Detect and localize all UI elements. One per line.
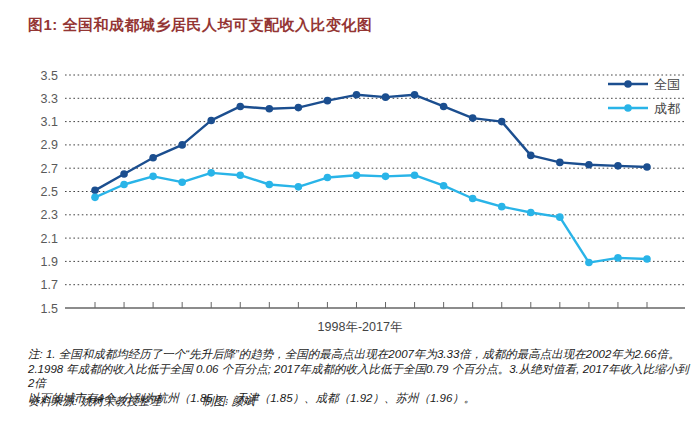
y-tick-label-2.9: 2.9 [41,138,58,152]
y-tick-label-1.7: 1.7 [41,278,58,292]
data-point-chengdu-2001 [178,178,186,186]
data-point-national-2014 [556,159,564,167]
data-point-chengdu-2007 [353,171,361,179]
data-point-national-2001 [178,141,186,149]
chart-credit: 制图: 颜斌 [202,395,254,407]
data-point-national-2009 [411,91,419,99]
series-line-chengdu [95,173,647,263]
data-point-national-2004 [266,105,274,113]
data-point-chengdu-2000 [149,173,157,181]
income-ratio-line-chart: 1.5 1.7 1.9 2.1 2.3 2.5 2.7 2.9 3.1 3.3 3.5 全国成都 [30,62,690,318]
data-point-chengdu-2011 [469,195,477,203]
note-line-1: 注: 1. 全国和成都均经历了一个“先升后降”的趋势，全国的最高点出现在2007… [28,347,692,362]
source-line: 资料来源: 姚树荣教授整理 制图: 颜斌 [28,394,254,409]
data-point-chengdu-1999 [120,181,128,189]
y-tick-label-3.1: 3.1 [41,115,58,129]
data-point-chengdu-2012 [498,203,506,211]
y-tick-label-3.5: 3.5 [41,69,58,83]
data-point-chengdu-2002 [207,169,215,177]
data-point-national-2012 [498,118,506,126]
figure-title: 图1: 全国和成都城乡居民人均可支配收入比变化图 [28,16,373,35]
data-point-national-2005 [295,104,303,112]
legend-label-national: 全国 [654,77,680,92]
y-tick-label-2.5: 2.5 [41,185,58,199]
note-line-2: 2.1998 年成都的收入比低于全国 0.06 个百分点; 2017年成都的收入… [28,362,692,391]
data-point-chengdu-2010 [440,182,448,190]
data-point-chengdu-2003 [236,171,244,179]
y-tick-label-2.3: 2.3 [41,208,58,222]
y-tick-label-2.7: 2.7 [41,162,58,176]
legend-marker-chengdu [624,104,632,112]
y-tick-label-1.5: 1.5 [41,302,58,316]
data-point-national-2013 [527,152,535,160]
data-point-chengdu-1998 [91,194,99,202]
data-point-national-1998 [91,187,99,195]
legend-label-chengdu: 成都 [654,101,680,116]
chart-area: 1.5 1.7 1.9 2.1 2.3 2.5 2.7 2.9 3.1 3.3 3.5 全国成都 [30,62,690,318]
data-point-national-2010 [440,103,448,111]
data-point-national-2007 [353,91,361,99]
legend-marker-national [624,80,632,88]
data-point-chengdu-2004 [266,181,274,189]
data-point-national-2003 [236,103,244,111]
data-point-chengdu-2009 [411,171,419,179]
data-point-national-2017 [643,163,651,171]
data-point-chengdu-2006 [324,174,332,182]
y-tick-label-2.1: 2.1 [41,232,58,246]
data-point-chengdu-2005 [295,183,303,191]
x-axis-label: 1998年-2017年 [30,319,690,336]
data-point-chengdu-2017 [643,255,651,263]
data-point-chengdu-2015 [585,259,593,267]
data-point-national-2011 [469,114,477,122]
data-point-national-2002 [207,117,215,125]
data-point-chengdu-2008 [382,173,390,181]
data-source: 资料来源: 姚树荣教授整理 [28,395,161,407]
y-tick-label-3.3: 3.3 [41,92,58,106]
y-tick-label-1.9: 1.9 [41,255,58,269]
data-point-national-2016 [614,162,622,170]
data-point-chengdu-2016 [614,254,622,262]
data-point-national-2000 [149,154,157,162]
data-point-chengdu-2014 [556,213,564,221]
data-point-national-1999 [120,170,128,178]
data-point-national-2008 [382,93,390,101]
data-point-national-2015 [585,161,593,169]
data-point-chengdu-2013 [527,209,535,217]
data-point-national-2006 [324,97,332,105]
